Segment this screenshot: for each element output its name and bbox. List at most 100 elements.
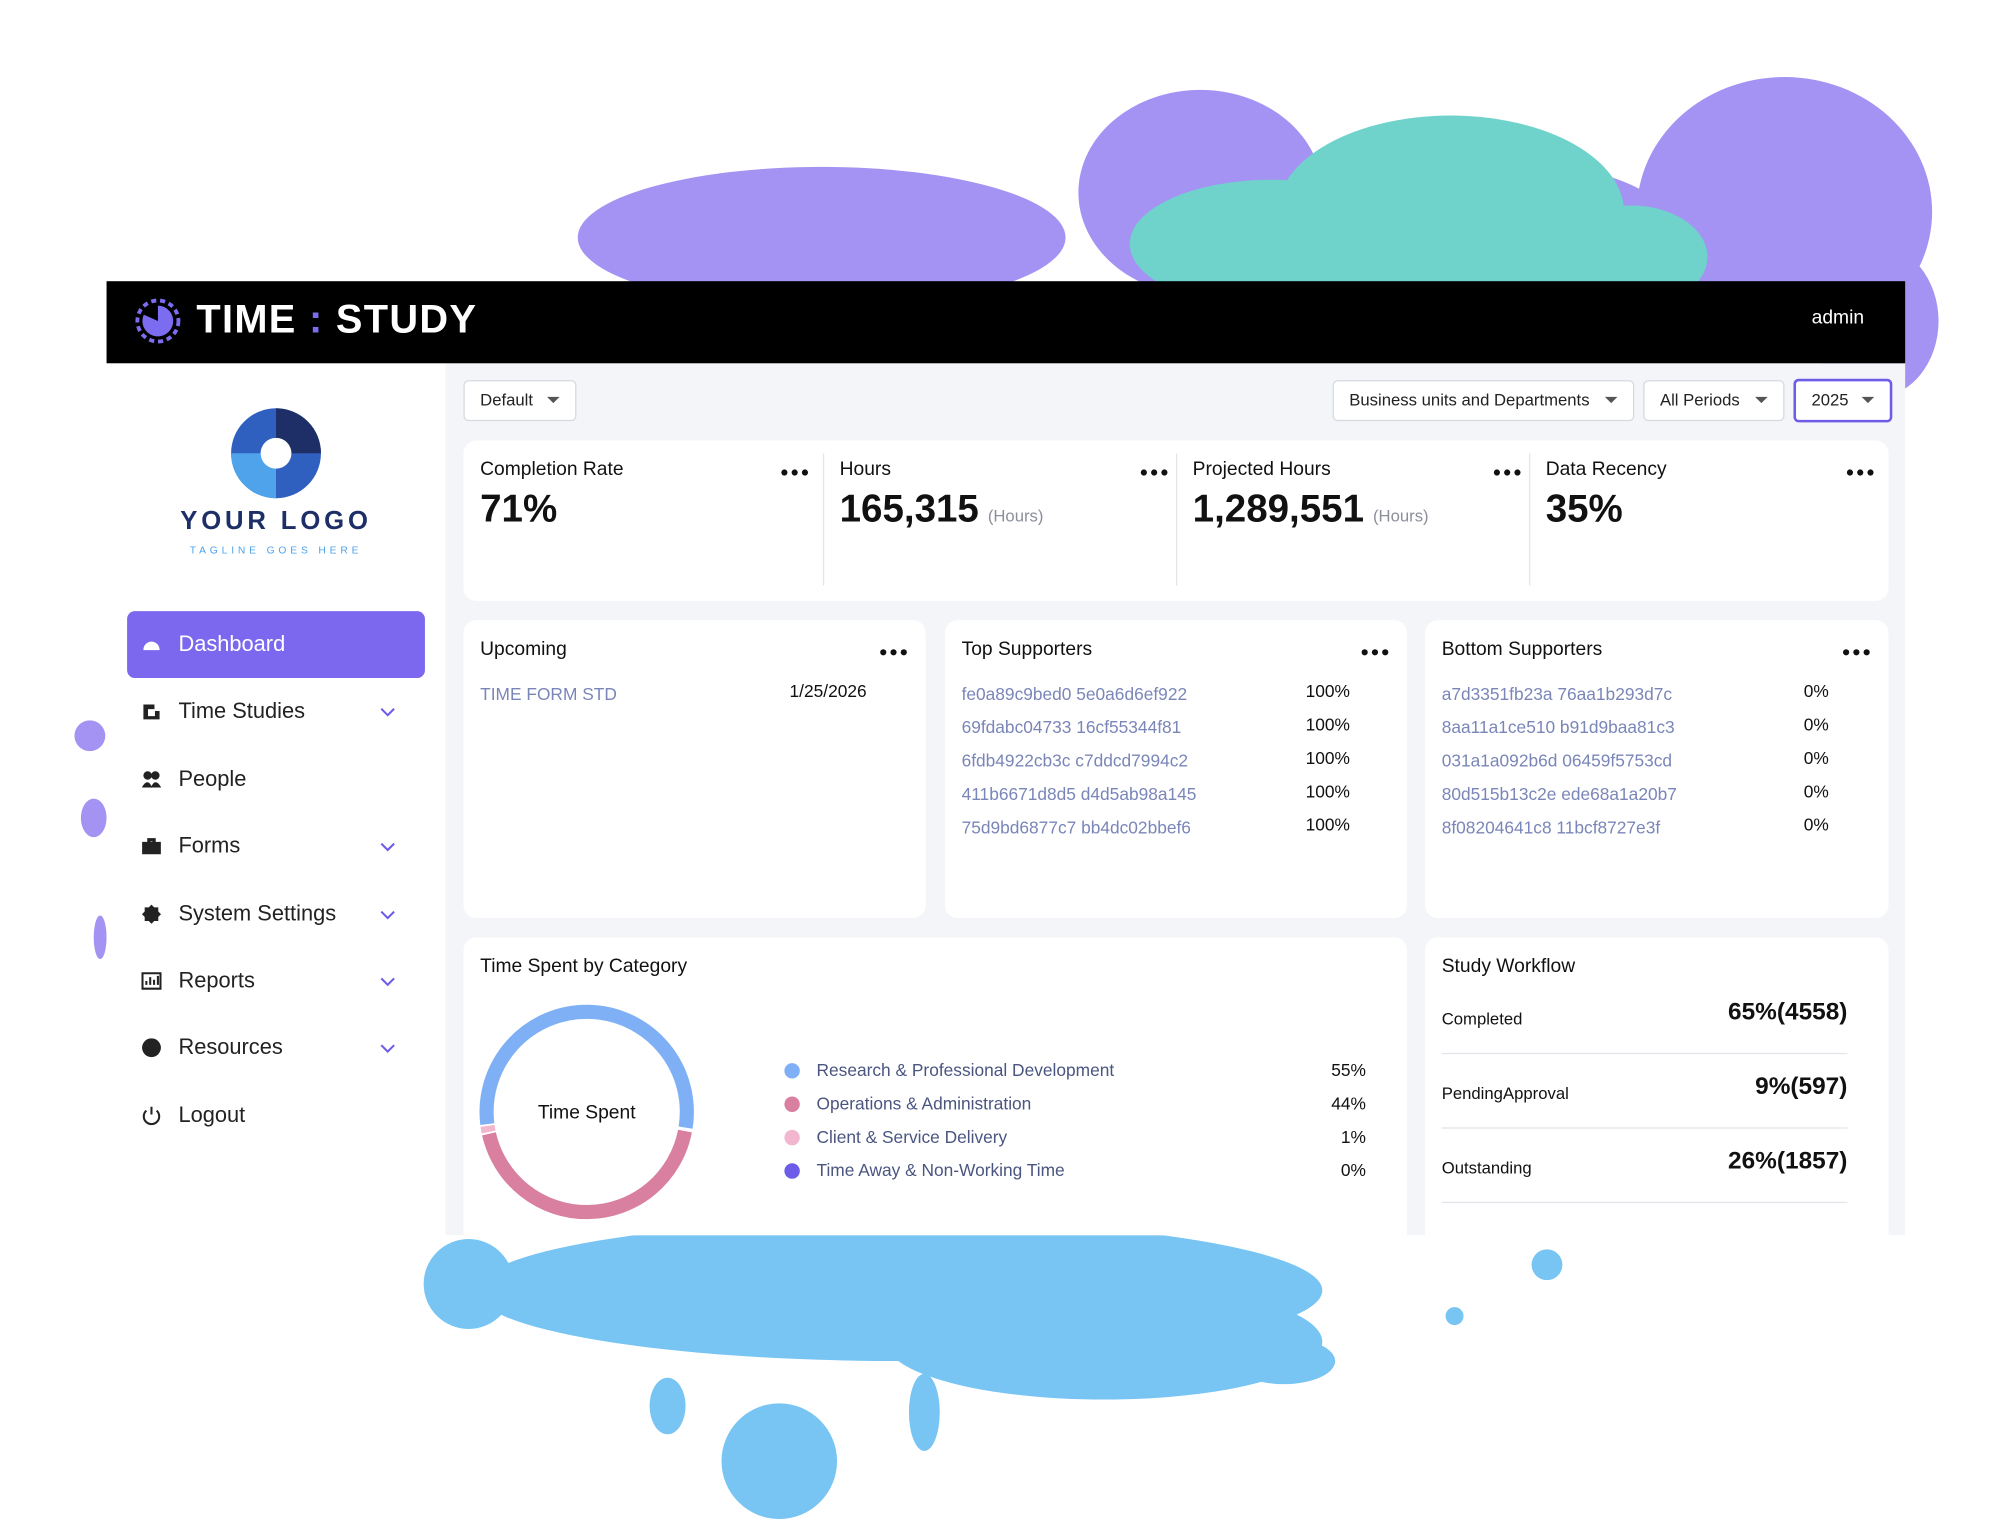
more-menu[interactable] [879,648,907,656]
nav-item[interactable]: System Settings [127,880,425,947]
legend-swatch [784,1163,800,1179]
row-value: 100% [1305,714,1350,734]
workflow-label: PendingApproval [1441,1083,1569,1103]
main-content: Default Business units and Departments All… [445,363,1906,1236]
row-name: 69fdabc04733 16cf55344f81 [961,717,1182,737]
kpi-divider [1529,453,1531,586]
upcoming-card: Upcoming TIME FORM STD 1/25/2026 [463,620,926,919]
card-title: Time Spent by Category [480,954,688,977]
nav-item[interactable]: Logout [127,1082,425,1149]
chevron [380,843,395,852]
user-menu[interactable]: admin [1811,306,1865,329]
chevron [380,910,395,919]
legend-swatch [784,1096,800,1112]
brand-icon [135,298,181,344]
dot [1843,649,1850,656]
icon-shape [143,705,160,720]
workflow-value: 26%(1857) [1728,1147,1848,1175]
icon-shape [142,1106,161,1125]
kpi-title: Hours [839,457,891,480]
more-menu[interactable] [1846,469,1874,477]
legend-label: Operations & Administration [816,1093,1032,1113]
legend-label: Time Away & Non-Working Time [816,1160,1065,1180]
more-menu[interactable] [1493,469,1521,477]
nav-label: Time Studies [178,699,306,724]
donut-segment [479,1004,694,1129]
kpi-divider [822,453,825,586]
dot [880,649,887,656]
kpi: Completion Rate 71% [463,440,816,601]
nav-label: Forms [178,833,241,859]
dot [1382,649,1389,656]
chevron-shape [380,977,395,987]
filter-label: 2025 [1811,390,1849,410]
dot [1867,469,1874,476]
caret [546,396,560,404]
filter-dropdown[interactable]: Business units and Departments [1332,380,1635,422]
card-title: Bottom Supporters [1441,637,1603,660]
nav-item[interactable]: Time Studies [127,678,425,745]
kpi-value-row: 165,315 (Hours) [840,482,1044,545]
chevron-shape [380,708,395,718]
legend-label: Client & Service Delivery [816,1126,1008,1147]
nav-icon [142,838,161,855]
dot [791,469,798,476]
row-value: 0% [1803,747,1829,768]
row-name: 411b6671d8d5 d4d5ab98a145 [961,783,1197,804]
kpi-card: Completion Rate 71% Hours 165,315 (Hours) Pro… [463,440,1889,601]
caret [1754,396,1768,404]
more-menu[interactable] [781,469,809,477]
nav-label: System Settings [178,900,337,926]
filter-label: Business units and Departments [1349,390,1590,410]
workflow-label: Outstanding [1441,1158,1532,1178]
dot [1151,469,1158,476]
row-value: 0% [1803,681,1829,701]
nav-item[interactable]: Reports [127,948,425,1015]
nav-label: Resources [178,1035,283,1060]
row-name: 031a1a092b6d 06459f5753cd [1441,750,1673,770]
filter-dropdown[interactable]: All Periods [1643,380,1785,422]
kpi: Data Recency 35% [1529,440,1882,601]
more-menu[interactable] [1361,648,1389,656]
dot [1504,469,1511,476]
filter-dropdown[interactable]: 2025 [1793,378,1893,423]
top-bar: TIME : STUDY admin [106,281,1906,364]
icon-shape [142,838,161,855]
workflow-value: 65%(4558) [1728,998,1848,1026]
dot [1493,469,1500,476]
more-menu[interactable] [1140,469,1168,477]
dot [1161,469,1168,476]
caret-shape [1604,396,1618,404]
kpi: Projected Hours 1,289,551 (Hours) [1175,440,1529,601]
caret [1861,396,1875,404]
row-name: 80d515b13c2e ede68a1a20b7 [1441,783,1677,804]
row-value: 1/25/2026 [789,681,867,701]
kpi-value: 35% [1545,487,1623,531]
filter-dropdown[interactable]: Default [463,380,577,422]
donut-segment [480,1124,496,1134]
kpi-title: Completion Rate [480,457,624,480]
workflow-divider [1441,1127,1848,1129]
row-value: 100% [1305,747,1350,768]
nav-item[interactable]: Dashboard [127,611,425,678]
nav-icon [143,705,160,720]
chevron [380,977,395,987]
nav-item[interactable]: Forms [127,813,425,880]
nav-item[interactable]: Resources [127,1015,425,1082]
chevron-shape [380,910,395,919]
nav-label: Logout [178,1102,246,1128]
legend-swatch [784,1129,800,1146]
time-spent-card: Time Spent by Category Time Spent Research… [463,937,1408,1236]
more-menu[interactable] [1842,648,1870,656]
nav-label: Dashboard [178,631,286,657]
kpi-value-row: 71% [480,482,557,545]
kpi-value: 1,289,551 [1192,487,1364,531]
nav-icon [142,1038,161,1058]
brand-separator: : [308,296,324,342]
caret-shape [546,396,560,404]
kpi-title: Data Recency [1545,457,1667,480]
dot [890,649,897,656]
donut-center-label: Time Spent [538,1102,636,1123]
nav-item[interactable]: People [127,746,425,813]
